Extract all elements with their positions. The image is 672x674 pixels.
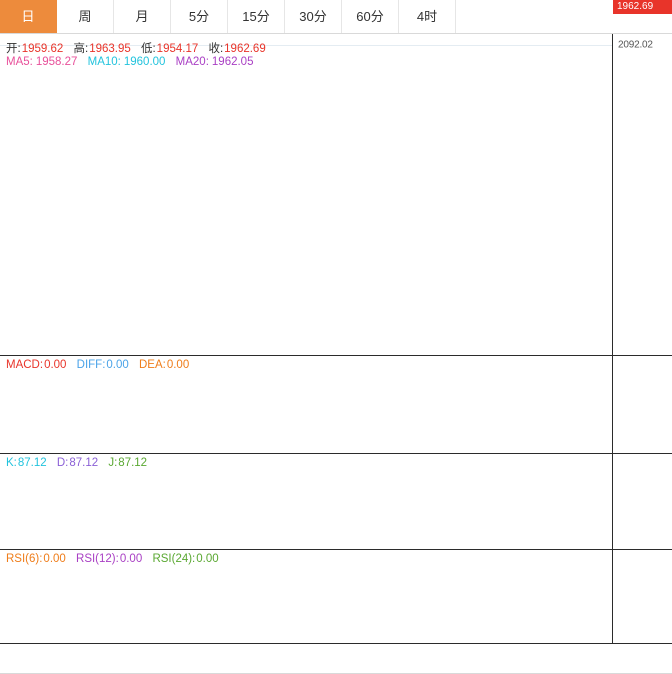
tab-15min[interactable]: 15分 bbox=[228, 0, 285, 33]
rsi-y-axis bbox=[612, 550, 672, 643]
tab-day[interactable]: 日 bbox=[0, 0, 57, 33]
tab-month[interactable]: 月 bbox=[114, 0, 171, 33]
axis-tick-label: 2092.02 bbox=[618, 39, 653, 51]
tab-5min[interactable]: 5分 bbox=[171, 0, 228, 33]
macd-plot-area[interactable] bbox=[0, 356, 612, 453]
price-y-axis: 2092.02 bbox=[612, 34, 672, 355]
x-axis bbox=[0, 644, 672, 674]
tab-60min[interactable]: 60分 bbox=[342, 0, 399, 33]
kdj-rsi-divider bbox=[0, 549, 672, 550]
timeframe-tabbar: 日 周 月 5分 15分 30分 60分 4时 bbox=[0, 0, 672, 34]
current-price-tag: 1962.69 bbox=[613, 0, 672, 14]
tab-4hour[interactable]: 4时 bbox=[399, 0, 456, 33]
price-macd-divider bbox=[0, 355, 672, 356]
kdj-plot-area[interactable] bbox=[0, 454, 612, 549]
rsi-plot-area[interactable] bbox=[0, 550, 612, 643]
rsi-xaxis-divider bbox=[0, 643, 672, 644]
kdj-y-axis bbox=[612, 454, 672, 549]
macd-y-axis bbox=[612, 356, 672, 453]
tab-30min[interactable]: 30分 bbox=[285, 0, 342, 33]
macd-kdj-divider bbox=[0, 453, 672, 454]
tab-week[interactable]: 周 bbox=[57, 0, 114, 33]
price-plot-area[interactable] bbox=[0, 34, 612, 355]
